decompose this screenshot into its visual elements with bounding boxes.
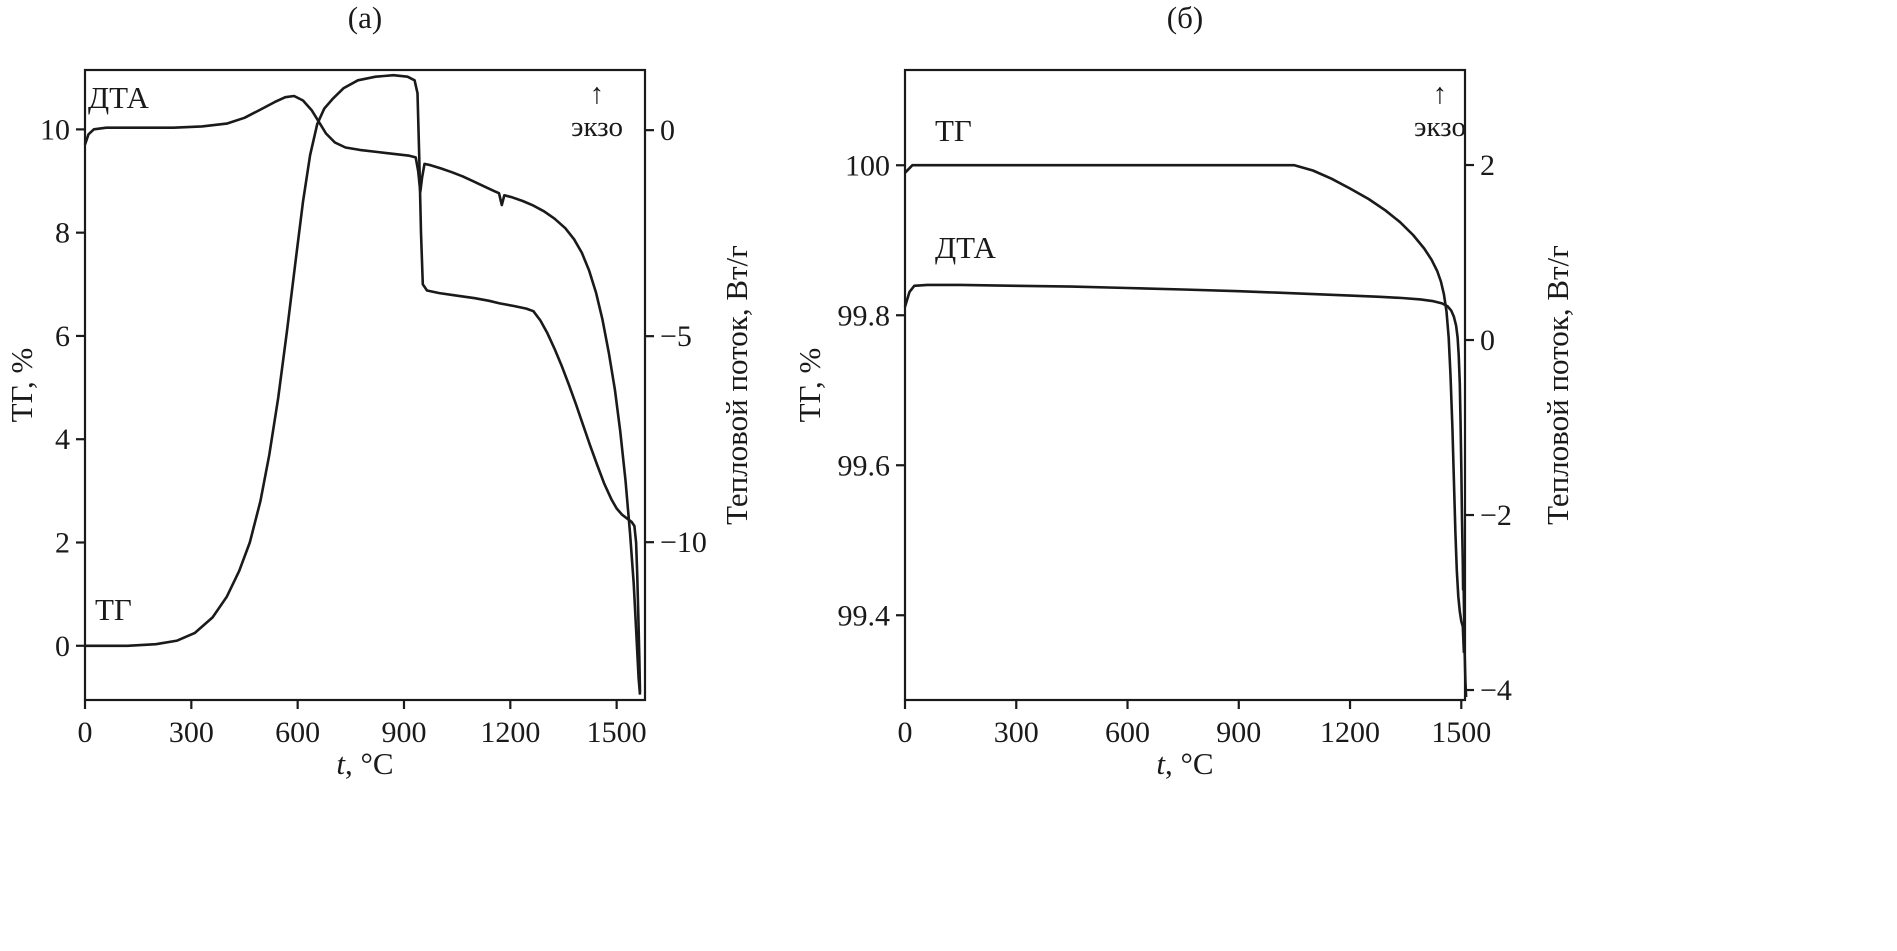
x-tick-label: 900 <box>381 716 426 749</box>
panel-b: (б) 100 99.8 99.6 99.4 2 0 −2 −4 0 300 600 900 1200 1… <box>790 0 1897 951</box>
x-variable: t <box>336 746 346 781</box>
exo-label: экзо <box>571 111 623 143</box>
x-tick-label: 1500 <box>1431 716 1491 749</box>
x-tick-label: 900 <box>1216 716 1261 749</box>
left-tick-label: 2 <box>55 527 70 560</box>
plot-frame <box>903 68 1467 702</box>
panel-b-title: (б) <box>1166 0 1204 35</box>
left-tick-label: 99.8 <box>838 299 891 332</box>
exo-up-arrow-icon: ↑ <box>1432 78 1448 110</box>
exo-label: экзо <box>1414 111 1466 143</box>
x-tick-label: 1500 <box>587 716 647 749</box>
right-tick-label: −5 <box>660 320 692 353</box>
right-tick-label: 0 <box>1480 324 1495 357</box>
series-curve-ДТА <box>903 283 1468 698</box>
panel-a-xaxis-label: t, °C <box>336 746 393 782</box>
left-tick-label: 8 <box>55 217 70 250</box>
series-curve-ТГ <box>904 163 1466 653</box>
panel-b-yaxis-right-label: Тепловой поток, Вт/г <box>1540 245 1575 525</box>
panel-a-plot: 0 2 4 6 8 10 0 −5 −10 0 300 600 900 1200 1500 <box>40 68 707 749</box>
x-tick-label: 600 <box>1105 716 1150 749</box>
plot-frame <box>83 68 647 702</box>
x-tick-label: 1200 <box>480 716 540 749</box>
x-tick-label: 300 <box>169 716 214 749</box>
left-tick-label: 100 <box>845 149 890 182</box>
x-tick-label: 0 <box>898 716 913 749</box>
left-tick-label: 10 <box>40 113 70 146</box>
right-tick-label: −10 <box>660 526 707 559</box>
series-curve-ТГ <box>85 73 642 693</box>
right-tick-label: −4 <box>1480 674 1512 707</box>
panel-a: (а) 0 2 4 6 8 10 0 −5 −10 0 300 600 900 1200 1500 ТГ, … <box>0 0 790 951</box>
panel-a-curve-label-tg: ТГ <box>95 592 132 627</box>
panel-b-xaxis-label: t, °C <box>1156 746 1213 782</box>
x-tick-label: 600 <box>275 716 320 749</box>
panel-a-yaxis-right-label: Тепловой поток, Вт/г <box>719 245 754 525</box>
left-tick-label: 99.4 <box>838 599 891 632</box>
series-curve-ДТА <box>83 94 642 695</box>
x-tick-label: 0 <box>78 716 93 749</box>
panel-a-curve-label-dta: ДТА <box>88 80 149 115</box>
x-tick-label: 300 <box>994 716 1039 749</box>
panel-a-exo-annotation: ↑ экзо <box>547 78 647 144</box>
left-tick-label: 0 <box>55 630 70 663</box>
left-tick-label: 4 <box>55 423 70 456</box>
left-tick-label: 99.6 <box>838 449 891 482</box>
right-tick-label: 2 <box>1480 149 1495 182</box>
x-tick-label: 1200 <box>1320 716 1380 749</box>
x-unit: , °C <box>345 746 394 781</box>
panel-b-plot: 100 99.8 99.6 99.4 2 0 −2 −4 0 300 600 900 1200 1500 <box>838 68 1512 749</box>
panel-b-exo-annotation: ↑ экзо <box>1390 78 1490 144</box>
x-variable: t <box>1156 746 1166 781</box>
panel-a-title: (а) <box>347 0 383 35</box>
panel-b-yaxis-left-label: ТГ, % <box>792 347 827 423</box>
panel-b-curve-label-dta: ДТА <box>935 230 996 265</box>
right-tick-label: 0 <box>660 114 675 147</box>
right-tick-label: −2 <box>1480 499 1512 532</box>
panel-a-yaxis-left-label: ТГ, % <box>4 347 39 423</box>
left-tick-label: 6 <box>55 320 70 353</box>
x-unit: , °C <box>1165 746 1214 781</box>
exo-up-arrow-icon: ↑ <box>589 78 605 110</box>
panel-b-curve-label-tg: ТГ <box>935 113 972 148</box>
